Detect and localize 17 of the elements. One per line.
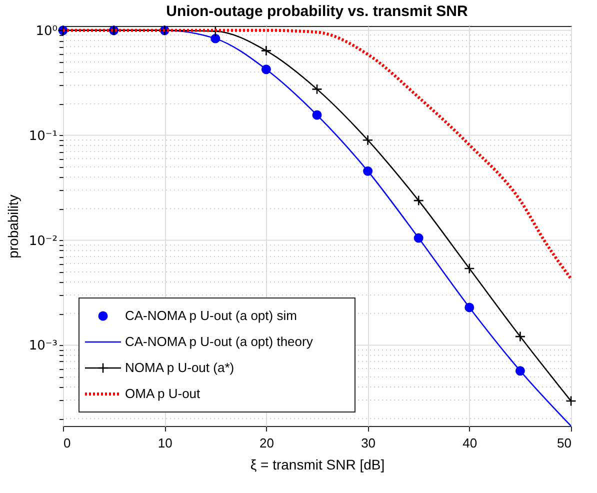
x-tick-label: 40 [462, 436, 478, 450]
x-tick-label: 10 [158, 436, 172, 450]
y-tick-label: 10⁰ [36, 24, 58, 39]
x-tick-label: 30 [361, 436, 376, 450]
legend-label: OMA p U-out [125, 386, 201, 401]
legend-label: CA-NOMA p U-out (a opt) theory [125, 334, 314, 349]
x-tick-label: 50 [557, 436, 572, 450]
legend-label: CA-NOMA p U-out (a opt) sim [125, 308, 297, 323]
chart-title: Union-outage probability vs. transmit SNR [166, 3, 468, 20]
y-tick-label: 10⁻² [28, 234, 58, 249]
x-tick-label: 20 [259, 436, 274, 450]
x-axis-title: ξ = transmit SNR [dB] [250, 456, 385, 472]
y-tick-label: 10⁻³ [28, 338, 58, 354]
y-axis-title: probability [4, 194, 21, 258]
x-tick-label: 0 [64, 436, 71, 450]
y-tick-label: 10⁻¹ [28, 128, 58, 144]
legend-label: NOMA p U-out (a*) [125, 360, 234, 375]
